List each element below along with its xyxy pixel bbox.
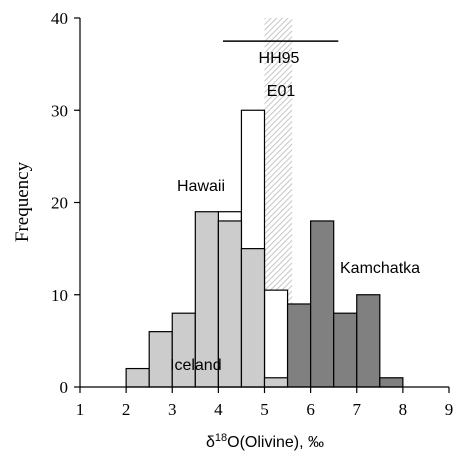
x-axis-title-rest: O(Olivine), ‰ xyxy=(227,434,324,451)
x-tick-label: 7 xyxy=(353,400,362,419)
x-tick-label: 9 xyxy=(445,400,454,419)
e01-label: E01 xyxy=(267,83,296,100)
x-tick-label: 1 xyxy=(76,400,85,419)
bars-layer xyxy=(125,109,404,388)
iceland-bar-6 xyxy=(263,377,289,388)
kamchatka-bar-2 xyxy=(333,312,358,388)
hawaii-label: Hawaii xyxy=(177,178,225,195)
iceland-bar-5 xyxy=(240,248,266,388)
x-tick-label: 3 xyxy=(168,400,177,419)
x-tick-label: 6 xyxy=(306,400,315,419)
hawaii-bar-2 xyxy=(263,289,289,388)
y-tick-label: 20 xyxy=(51,194,68,213)
y-tick-label: 10 xyxy=(51,286,68,305)
y-ticks: 0 10 20 30 40 xyxy=(51,9,80,397)
y-tick-label: 0 xyxy=(60,378,69,397)
x-tick-label: 2 xyxy=(122,400,131,419)
iceland-bar-4 xyxy=(217,220,243,388)
hh95-label: HH95 xyxy=(259,50,300,67)
kamchatka-bar-0 xyxy=(286,303,312,388)
kamchatka-label: Kamchatka xyxy=(340,260,420,277)
kamchatka-bar-4 xyxy=(379,377,404,388)
iceland-bar-1 xyxy=(148,331,173,388)
x-axis-title-prefix: δ xyxy=(206,434,215,451)
y-axis-title: Frequency xyxy=(12,161,33,242)
y-tick-label: 40 xyxy=(51,9,68,28)
kamchatka-bar-1 xyxy=(310,220,335,388)
x-axis-title-sup: 18 xyxy=(215,432,227,444)
x-tick-label: 8 xyxy=(399,400,408,419)
y-tick-label: 30 xyxy=(51,101,68,120)
iceland-label: Iceland xyxy=(170,357,222,374)
x-tick-label: 4 xyxy=(214,400,223,419)
iceland-bar-2 xyxy=(171,312,196,388)
x-tick-label: 5 xyxy=(260,400,269,419)
x-ticks: 1 2 3 4 5 6 7 8 9 xyxy=(76,387,454,419)
kamchatka-bar-3 xyxy=(356,294,381,388)
iceland-bar-0 xyxy=(125,367,150,388)
x-axis-title: δ18O(Olivine), ‰ xyxy=(206,432,324,451)
